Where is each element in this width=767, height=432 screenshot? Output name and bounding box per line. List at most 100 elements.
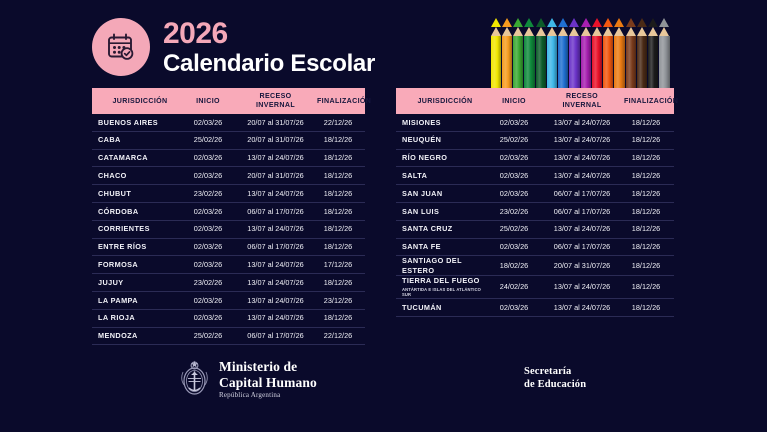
pencil-tip	[501, 18, 512, 27]
pencil-tip	[546, 18, 557, 27]
cell-receso-invernal: 06/07 al 17/07/26	[247, 206, 304, 216]
cell-finalizacion: 18/12/26	[323, 313, 353, 323]
cell-inicio: 24/02/26	[499, 282, 529, 292]
table-row: BUENOS AIRES 02/03/26 20/07 al 31/07/26 22/…	[92, 114, 365, 132]
cell-inicio: 25/02/26	[499, 224, 529, 234]
pencil-tip	[569, 18, 580, 27]
cell-jurisdiccion: LA PAMPA	[98, 296, 182, 305]
pencil-tip	[490, 18, 501, 27]
column-header-inicio: INICIO	[488, 97, 540, 106]
pencil-body	[501, 36, 512, 90]
column-header-jurisdiccion: JURISDICCIÓN	[402, 97, 488, 106]
column-header-receso-invernal: RECESO INVERNAL	[540, 92, 624, 110]
pencil-tip	[603, 18, 614, 27]
pencil-wood	[535, 27, 546, 36]
cell-inicio: 02/03/26	[193, 260, 223, 270]
table-row: CÓRDOBA 02/03/26 06/07 al 17/07/26 18/12/26	[92, 203, 365, 221]
jurisdiccion-name: JUJUY	[98, 277, 124, 287]
cell-finalizacion: 18/12/26	[323, 171, 353, 181]
cell-jurisdiccion: CORRIENTES	[98, 224, 182, 233]
table-header-row: JURISDICCIÓN INICIO RECESO INVERNAL FINA…	[396, 88, 678, 114]
pencil-wood	[614, 27, 625, 36]
cell-finalizacion: 23/12/26	[323, 295, 353, 305]
table-row: CORRIENTES 02/03/26 13/07 al 24/07/26 18/12…	[92, 221, 365, 239]
pencil-15	[648, 18, 659, 90]
pencil-wood	[513, 27, 524, 36]
cell-inicio: 23/02/26	[499, 206, 529, 216]
cell-inicio: 02/03/26	[193, 242, 223, 252]
pencil-body	[513, 36, 524, 90]
secretary-line-2: de Educación	[524, 378, 587, 390]
cell-receso-invernal: 13/07 al 24/07/26	[247, 260, 304, 270]
jurisdiccion-name: SAN LUIS	[402, 206, 440, 216]
table-row: TIERRA DEL FUEGO ANTÁRTIDA E ISLAS DEL AT…	[396, 276, 674, 299]
jurisdictions-table-right: JURISDICCIÓN INICIO RECESO INVERNAL FINA…	[396, 88, 678, 317]
cell-jurisdiccion: SALTA	[402, 171, 488, 180]
pencil-wood	[569, 27, 580, 36]
cell-receso-invernal: 13/07 al 24/07/26	[553, 171, 611, 181]
jurisdiccion-name: CABA	[98, 135, 121, 145]
pencil-7	[558, 18, 569, 90]
pencil-tip	[558, 18, 569, 27]
secretary-line-1: Secretaría	[524, 366, 572, 377]
pencil-tip	[648, 18, 659, 27]
pencil-tip	[614, 18, 625, 27]
pencil-wood	[490, 27, 501, 36]
ministry-line-2: Capital Humano	[219, 374, 317, 390]
cell-receso-invernal: 06/07 al 17/07/26	[553, 242, 611, 252]
cell-inicio: 25/02/26	[499, 135, 529, 145]
cell-finalizacion: 18/12/26	[323, 277, 353, 287]
cell-inicio: 02/03/26	[193, 295, 223, 305]
pencil-4	[524, 18, 535, 90]
cell-inicio: 25/02/26	[193, 331, 223, 341]
cell-finalizacion: 22/12/26	[323, 117, 353, 127]
pencil-tip	[535, 18, 546, 27]
cell-finalizacion: 18/12/26	[631, 171, 661, 181]
pencil-body	[569, 36, 580, 90]
ministry-line-3: República Argentina	[219, 390, 281, 399]
pencil-body	[546, 36, 557, 90]
table-row: SALTA 02/03/26 13/07 al 24/07/26 18/12/26	[396, 167, 674, 186]
cell-inicio: 23/02/26	[193, 277, 223, 287]
jurisdiccion-name: NEUQUÉN	[402, 135, 442, 145]
table-row: SAN JUAN 02/03/26 06/07 al 17/07/26 18/12/2…	[396, 185, 674, 203]
pencil-6	[546, 18, 557, 90]
pencil-11	[603, 18, 614, 90]
page-title: Calendario Escolar	[163, 49, 376, 77]
cell-finalizacion: 18/12/26	[631, 135, 661, 145]
table-row: MENDOZA 25/02/26 06/07 al 17/07/26 22/12/26	[92, 328, 365, 346]
secretary-text-block: Secretaría de Educación	[524, 366, 586, 392]
page-header: 2026 Calendario Escolar	[92, 18, 375, 76]
colored-pencils-icon	[490, 18, 670, 90]
cell-jurisdiccion: CABA	[98, 135, 182, 144]
table-row: JUJUY 23/02/26 13/07 al 24/07/26 18/12/26	[92, 274, 365, 292]
table-row: RÍO NEGRO 02/03/26 13/07 al 24/07/26 18/12/…	[396, 150, 674, 168]
argentina-coat-of-arms-icon	[181, 360, 208, 395]
cell-inicio: 25/02/26	[193, 135, 223, 145]
table-row: NEUQUÉN 25/02/26 13/07 al 24/07/26 18/12/26	[396, 132, 674, 150]
cell-jurisdiccion: CATAMARCA	[98, 153, 182, 162]
cell-finalizacion: 22/12/26	[323, 331, 353, 341]
jurisdictions-table-left: JURISDICCIÓN INICIO RECESO INVERNAL FINA…	[92, 88, 371, 346]
pencil-tip	[580, 18, 591, 27]
cell-receso-invernal: 13/07 al 24/07/26	[247, 277, 304, 287]
jurisdiccion-name: SANTIAGO DEL ESTERO	[402, 256, 462, 275]
cell-finalizacion: 18/12/26	[323, 153, 353, 163]
cell-receso-invernal: 13/07 al 24/07/26	[553, 117, 611, 127]
cell-jurisdiccion: SAN LUIS	[402, 207, 488, 216]
cell-finalizacion: 18/12/26	[323, 206, 353, 216]
cell-jurisdiccion: NEUQUÉN	[402, 135, 488, 144]
jurisdiccion-name: SANTA FE	[402, 242, 441, 252]
cell-finalizacion: 18/12/26	[631, 206, 661, 216]
jurisdiccion-name: LA PAMPA	[98, 295, 138, 305]
table-body-left: BUENOS AIRES 02/03/26 20/07 al 31/07/26 22/…	[92, 114, 365, 346]
pencil-body	[636, 36, 647, 90]
cell-jurisdiccion: BUENOS AIRES	[98, 118, 182, 127]
column-header-receso-invernal: RECESO INVERNAL	[234, 92, 317, 110]
cell-receso-invernal: 13/07 al 24/07/26	[247, 295, 304, 305]
table-row: SANTA CRUZ 25/02/26 13/07 al 24/07/26 18/12…	[396, 221, 674, 239]
jurisdiccion-name: CÓRDOBA	[98, 206, 139, 216]
pencil-wood	[603, 27, 614, 36]
cell-jurisdiccion: CHUBUT	[98, 189, 182, 198]
